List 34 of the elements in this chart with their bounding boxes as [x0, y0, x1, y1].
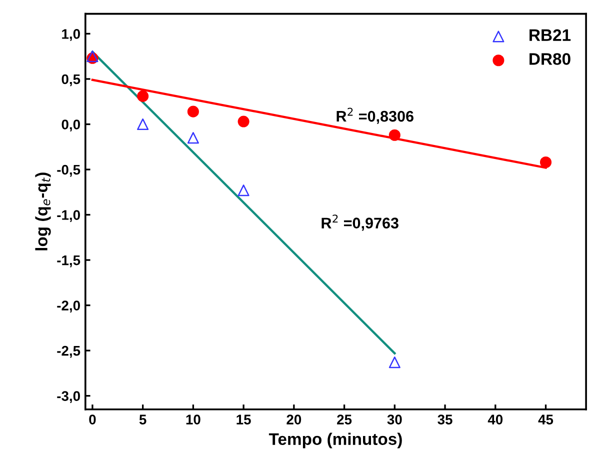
x-tick-label: 25 — [337, 414, 352, 424]
point — [238, 116, 250, 128]
point — [187, 106, 199, 118]
point — [137, 90, 149, 102]
y-tick-label: 0,5 — [62, 74, 80, 86]
x-tick-label: 40 — [488, 414, 503, 424]
y-tick-label: -0,5 — [57, 164, 80, 177]
legend-label: RB21 — [530, 29, 571, 41]
x-tick-label: 10 — [186, 414, 200, 424]
y-tick-label: -2,0 — [57, 300, 80, 312]
point — [388, 356, 400, 368]
y-tick-label: 1,0 — [62, 29, 80, 41]
point — [238, 184, 250, 196]
y-axis-title: log (q$_{e}$-q$_{t}$) — [35, 172, 51, 250]
y-tick-label: -3,0 — [57, 391, 80, 404]
point — [388, 129, 400, 141]
point — [137, 118, 149, 130]
point — [187, 132, 199, 144]
y-tick-label: -1,5 — [57, 256, 80, 268]
annotation: R$^{2}$ =0,9763 — [322, 214, 398, 231]
y-tick-label: -1,0 — [57, 210, 80, 222]
y-tick-label: 0,0 — [62, 120, 80, 132]
x-tick-label: 45 — [538, 414, 554, 424]
y-tick-label: -2,5 — [57, 346, 80, 358]
point — [540, 156, 552, 168]
annotation: R$^{2}$ =0,8306 — [336, 108, 414, 124]
x-tick-label: 30 — [387, 414, 402, 424]
x-tick-label: 20 — [286, 414, 302, 424]
x-tick-label: 35 — [438, 414, 452, 424]
x-tick-label: 5 — [139, 414, 146, 424]
x-tick-label: 15 — [236, 414, 251, 424]
x-axis-title: Tempo (minutos) — [268, 432, 402, 448]
x-tick-label: 0 — [89, 414, 96, 424]
legend-label: DR80 — [530, 53, 570, 65]
